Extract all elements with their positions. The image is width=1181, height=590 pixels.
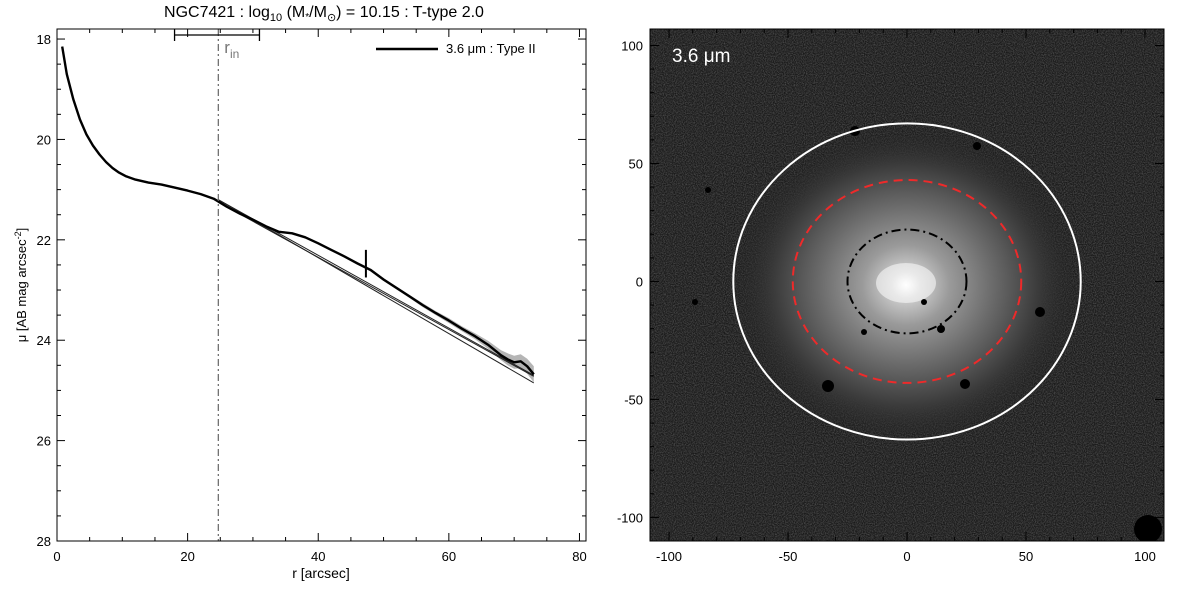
img-x-tick-label: 0 xyxy=(903,549,910,564)
masked-source xyxy=(921,299,927,305)
img-x-tick-label: 100 xyxy=(1134,549,1156,564)
x-tick-label: 60 xyxy=(442,549,456,564)
y-tick-label: 24 xyxy=(37,333,51,348)
y-tick-label: 20 xyxy=(37,132,51,147)
img-y-tick-label: -50 xyxy=(624,392,643,407)
masked-source xyxy=(1035,307,1045,317)
masked-source xyxy=(705,187,711,193)
y-tick-label: 22 xyxy=(37,233,51,248)
r-in-label: rin xyxy=(224,38,239,61)
galaxy-image-panel: -100 -50 0 50 100 -100 -50 0 50 100 3.6 μm xyxy=(617,28,1165,564)
img-x-tick-label: -100 xyxy=(656,549,682,564)
x-axis-label: r [arcsec] xyxy=(292,565,350,581)
aperture-ellipse-dashed xyxy=(791,179,1023,384)
profile-plot: rin 0 20 40 60 80 18 20 22 24 26 28 3.6 μm : Type … xyxy=(13,28,587,581)
img-x-tick-label: -50 xyxy=(779,549,798,564)
chart-title: NGC7421 : log10 (M*/M⊙) = 10.15 : T-type… xyxy=(164,4,484,24)
aperture-ellipse-solid xyxy=(732,122,1082,441)
y-tick-label: 28 xyxy=(37,534,51,549)
img-y-tick-label: 100 xyxy=(621,39,643,54)
masked-source xyxy=(1134,515,1162,541)
fit-line-3 xyxy=(218,199,535,384)
image-band-label: 3.6 μm xyxy=(672,46,730,67)
aperture-ellipse-dashdot xyxy=(846,228,968,335)
masked-source xyxy=(937,325,945,333)
x-tick-label: 40 xyxy=(311,549,325,564)
profile-plot-frame xyxy=(56,28,587,542)
x-tick-label: 20 xyxy=(180,549,194,564)
y-axis-label: μ [AB mag arcsec-2] xyxy=(13,228,29,343)
x-tick-label: 80 xyxy=(572,549,586,564)
legend-label: 3.6 μm : Type II xyxy=(446,41,536,56)
galaxy-core xyxy=(876,263,936,303)
img-y-tick-label: 50 xyxy=(629,156,643,171)
img-y-tick-label: 0 xyxy=(636,274,643,289)
img-y-tick-label: -100 xyxy=(617,510,643,525)
legend: 3.6 μm : Type II xyxy=(376,41,536,56)
img-x-tick-label: 50 xyxy=(1019,549,1033,564)
masked-source xyxy=(692,299,698,305)
masked-source xyxy=(973,142,981,150)
masked-source xyxy=(960,379,970,389)
x-tick-label: 0 xyxy=(53,549,60,564)
fit-line-2 xyxy=(218,201,534,377)
y-tick-label: 18 xyxy=(37,32,51,47)
uncertainty-band xyxy=(62,45,534,383)
masked-source xyxy=(822,380,834,392)
masked-source xyxy=(861,329,867,335)
series-line-3-6um xyxy=(61,46,535,376)
y-tick-label: 26 xyxy=(37,434,51,449)
